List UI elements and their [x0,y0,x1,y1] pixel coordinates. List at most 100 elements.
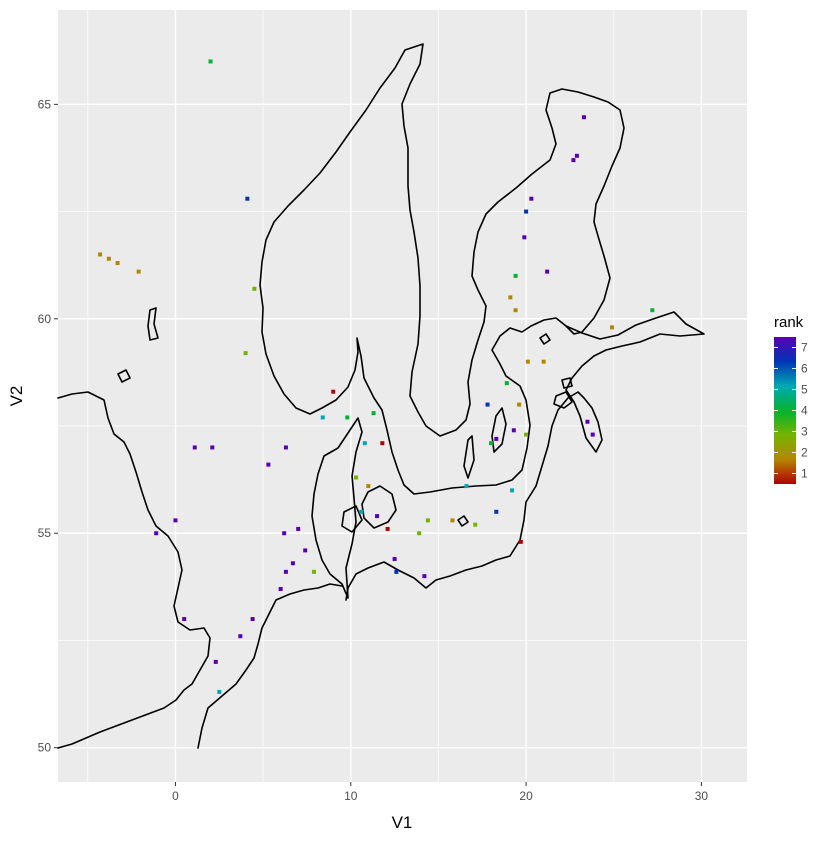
data-point [98,252,103,257]
data-point [590,432,595,437]
data-point [504,381,509,386]
data-point [494,436,499,441]
data-point [425,518,430,523]
data-point [303,548,308,553]
y-axis: 50 55 60 65 [38,97,58,755]
data-point [362,441,367,446]
scandinavia-coast [259,43,625,495]
data-point [345,415,350,420]
data-point [529,196,534,201]
data-point [545,269,550,274]
x-tick-label: 0 [172,789,179,803]
legend-label: 6 [801,362,808,376]
data-point [208,59,213,64]
data-point [525,359,530,364]
britain-coast [57,391,211,749]
y-tick-label: 50 [38,741,52,755]
data-point [311,569,316,574]
data-point [517,402,522,407]
data-point [650,308,655,313]
data-point [290,561,295,566]
data-point [366,484,371,489]
aland-coast [539,333,551,345]
legend-label: 2 [801,446,808,460]
data-point [541,359,546,364]
data-point [243,351,248,356]
data-point [106,256,111,261]
data-point [320,415,325,420]
plot-panel [58,10,747,782]
legend-ticks: 7 6 5 4 3 2 1 [774,341,808,481]
data-point [422,574,427,579]
gotland-coast [491,407,507,453]
data-point [485,402,490,407]
data-point [354,475,359,480]
data-point [173,518,178,523]
data-point [494,509,499,514]
data-point [464,484,469,489]
data-point [136,269,141,274]
continent-coast [197,583,343,749]
data-point [371,411,376,416]
legend-label: 1 [801,467,808,481]
legend-label: 3 [801,425,808,439]
data-point [513,273,518,278]
legend-label: 4 [801,404,808,418]
data-point [154,531,159,536]
bornholm-coast [457,515,469,527]
legend-title: rank [774,314,804,331]
legend-label: 5 [801,383,808,397]
data-point [524,432,529,437]
data-point [331,389,336,394]
data-point [380,441,385,446]
data-point [213,659,218,664]
data-point [417,531,422,536]
major-grid [58,10,747,782]
y-tick-label: 60 [38,312,52,326]
data-point [581,115,586,120]
data-point [278,587,283,591]
finland-russia-coast [565,311,705,357]
minor-grid [58,10,747,782]
x-axis: 0 10 20 30 [172,782,708,803]
data-point [250,617,255,622]
data-point [375,514,380,519]
x-axis-title: V1 [392,813,413,832]
coastline [57,43,705,749]
x-tick-label: 30 [695,789,709,803]
legend: rank 7 6 5 4 3 2 1 [774,314,808,484]
data-point [192,445,197,450]
data-point [610,325,615,330]
data-point [392,556,397,561]
data-point [115,261,120,266]
data-point [450,518,455,523]
data-point [296,526,301,531]
data-point [385,526,390,531]
x-tick-label: 20 [519,789,533,803]
data-point [252,286,257,291]
data-point [245,196,250,201]
legend-label: 7 [801,341,808,355]
y-tick-label: 65 [38,97,52,111]
legend-colorbar [774,337,796,484]
denmark-jutland-coast [311,417,363,599]
data-point [511,428,516,433]
data-point [394,569,399,574]
orkney-coast [117,369,131,383]
data-point [574,153,579,158]
data-point [473,522,478,527]
data-point [266,462,271,467]
data-point [283,445,288,450]
data-point [510,488,515,493]
data-point [210,445,215,450]
data-point [508,295,513,300]
data-point [359,509,364,514]
baltic-states-coast [345,355,603,601]
data-points [98,59,655,694]
x-tick-label: 10 [344,789,358,803]
shetland-coast [147,307,159,341]
data-point [524,209,529,214]
data-point [522,235,527,240]
data-point [585,419,590,424]
